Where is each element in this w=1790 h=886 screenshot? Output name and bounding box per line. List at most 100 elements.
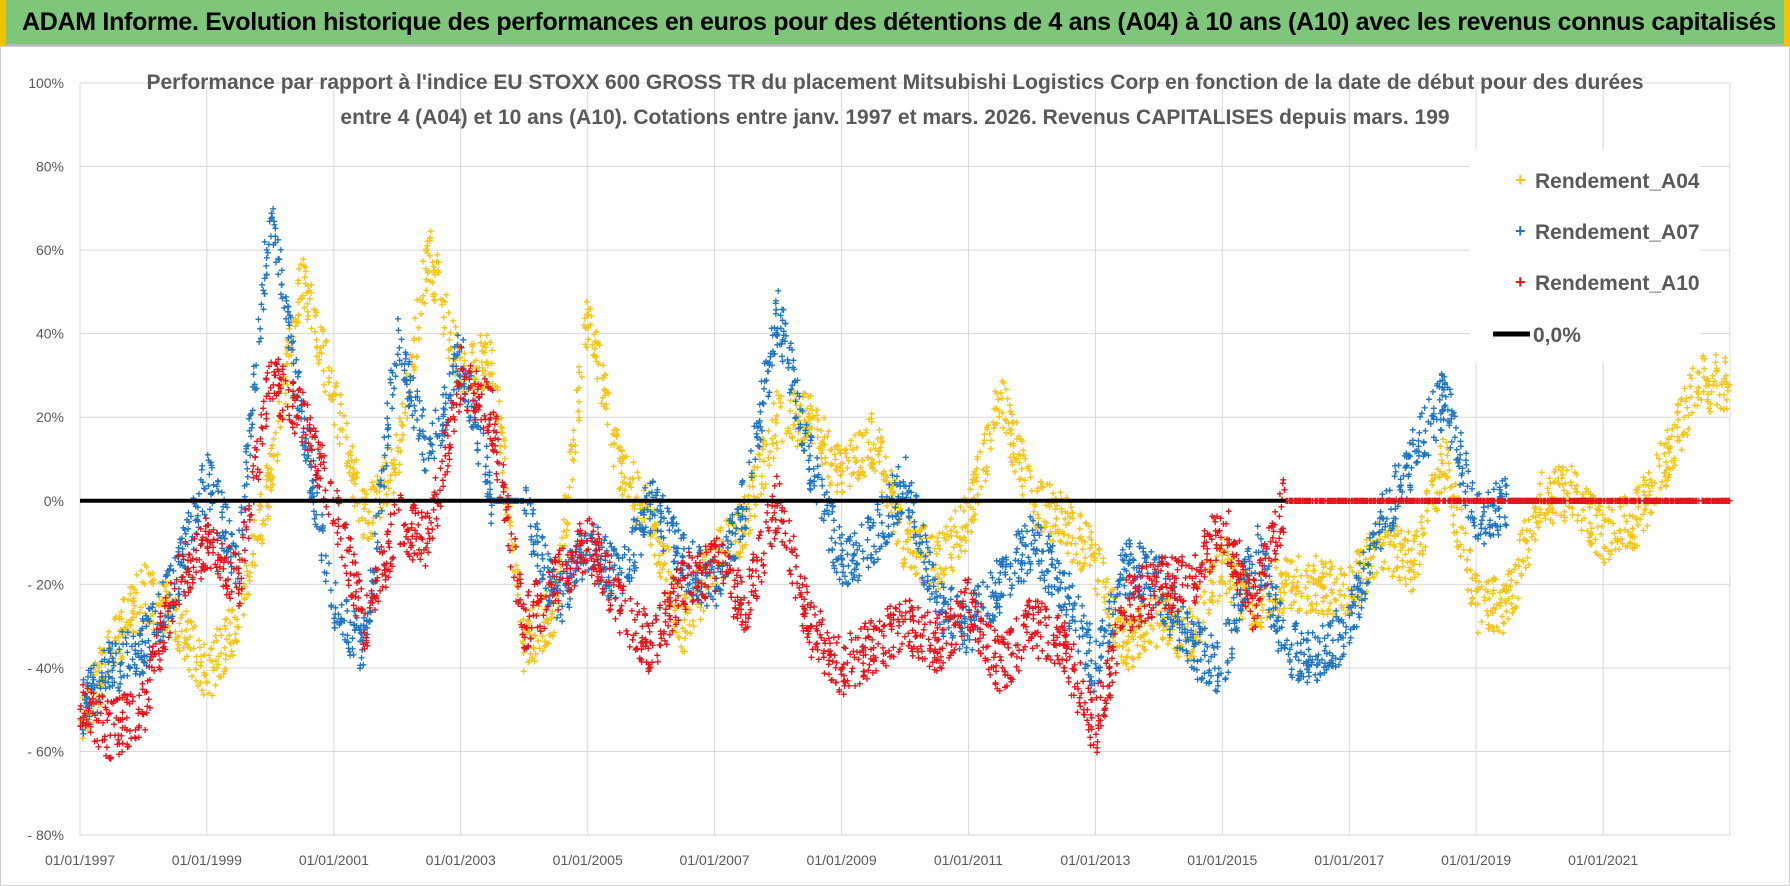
data-point: +	[1086, 559, 1093, 573]
data-point: +	[489, 377, 496, 391]
data-point: +	[340, 409, 347, 423]
data-point: +	[846, 479, 853, 493]
data-point: +	[456, 351, 463, 365]
data-point: +	[512, 539, 519, 553]
data-point: +	[252, 383, 259, 397]
data-point: +	[582, 338, 589, 352]
data-point: +	[1209, 590, 1216, 604]
data-point: +	[1062, 582, 1069, 596]
data-point: +	[576, 381, 583, 395]
data-point: +	[568, 443, 575, 457]
data-point: +	[511, 540, 518, 554]
data-point: +	[279, 411, 286, 425]
data-point: +	[583, 295, 590, 309]
data-point: +	[160, 578, 167, 592]
data-point: +	[284, 333, 291, 347]
data-point: +	[121, 593, 128, 607]
data-point: +	[157, 599, 164, 613]
data-point: +	[572, 445, 579, 459]
data-point: +	[243, 559, 250, 573]
data-point: +	[532, 629, 539, 643]
data-point: +	[223, 633, 230, 647]
data-point: +	[108, 650, 115, 664]
data-point: +	[987, 566, 994, 580]
data-point: +	[127, 619, 134, 633]
data-point: +	[112, 610, 119, 624]
data-point: +	[246, 574, 253, 588]
data-point: +	[564, 518, 571, 532]
data-point: +	[256, 335, 263, 349]
data-point: +	[561, 489, 568, 503]
data-point: +	[616, 482, 623, 496]
data-point: +	[454, 339, 461, 353]
data-point: +	[141, 558, 148, 572]
data-point: +	[349, 632, 356, 646]
data-point: +	[422, 464, 429, 478]
data-point: +	[752, 452, 759, 466]
data-point: +	[572, 439, 579, 453]
data-point: +	[244, 565, 251, 579]
data-point: +	[775, 392, 782, 406]
data-point: +	[967, 482, 974, 496]
data-point: +	[420, 289, 427, 303]
data-point: +	[526, 621, 533, 635]
data-point: +	[365, 532, 372, 546]
data-point: +	[567, 445, 574, 459]
data-point: +	[882, 450, 889, 464]
data-point: +	[164, 610, 171, 624]
data-point: +	[541, 635, 548, 649]
data-point: +	[388, 442, 395, 456]
data-point: +	[414, 349, 421, 363]
data-point: +	[518, 628, 525, 642]
data-point: +	[492, 408, 499, 422]
data-point: +	[127, 613, 134, 627]
data-point: +	[240, 608, 247, 622]
data-point: +	[163, 578, 170, 592]
data-point: +	[162, 621, 169, 635]
data-point: +	[343, 459, 350, 473]
data-point: +	[515, 569, 522, 583]
data-point: +	[1069, 602, 1076, 616]
data-point: +	[130, 607, 137, 621]
data-point: +	[363, 488, 370, 502]
data-point: +	[201, 637, 208, 651]
data-point: +	[497, 446, 504, 460]
data-point: +	[389, 388, 396, 402]
data-point: +	[1013, 415, 1020, 429]
data-point: +	[315, 356, 322, 370]
data-point: +	[105, 641, 112, 655]
data-point: +	[591, 349, 598, 363]
data-point: +	[319, 522, 326, 536]
data-point: +	[481, 381, 488, 395]
data-point: +	[1536, 477, 1543, 491]
data-point: +	[413, 350, 420, 364]
data-point: +	[184, 649, 191, 663]
data-point: +	[181, 652, 188, 666]
data-point: +	[227, 637, 234, 651]
data-point: +	[98, 657, 105, 671]
data-point: +	[457, 374, 464, 388]
data-point: +	[1174, 641, 1181, 655]
data-point: +	[213, 654, 220, 668]
data-point: +	[548, 612, 555, 626]
data-point: +	[779, 354, 786, 368]
data-point: +	[452, 364, 459, 378]
data-point: +	[139, 614, 146, 628]
data-point: +	[313, 349, 320, 363]
data-point: +	[388, 456, 395, 470]
data-point: +	[90, 715, 97, 729]
data-point: +	[478, 345, 485, 359]
data-point: +	[1213, 684, 1220, 698]
data-point: +	[440, 328, 447, 342]
data-point: +	[550, 625, 557, 639]
data-point: +	[452, 367, 459, 381]
data-point: +	[1561, 514, 1568, 528]
data-point: +	[329, 389, 336, 403]
data-point: +	[95, 698, 102, 712]
data-point: +	[1287, 555, 1294, 569]
data-point: +	[452, 320, 459, 334]
data-point: +	[439, 293, 446, 307]
data-point: +	[92, 656, 99, 670]
data-point: +	[561, 539, 568, 553]
data-point: +	[503, 507, 510, 521]
